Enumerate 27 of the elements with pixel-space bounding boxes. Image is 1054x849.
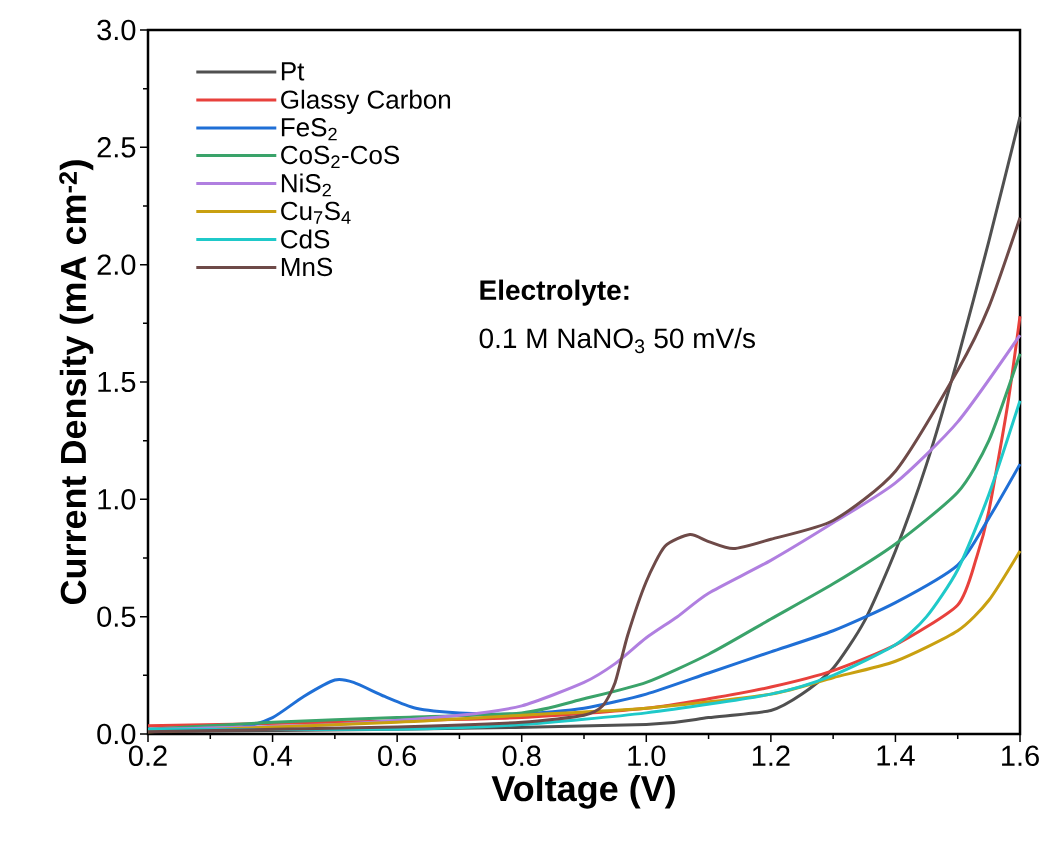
annotation: Electrolyte: xyxy=(480,279,629,306)
x-tick-label: 0.4 xyxy=(253,745,292,767)
legend-label: Cu$_{7}$S$_{4}$ xyxy=(281,201,351,224)
x-tick-label: 0.6 xyxy=(378,745,417,767)
x-tick-label: 1.0 xyxy=(628,745,666,767)
y-tick-label: 1.5 xyxy=(98,371,136,393)
legend-label: NiS$_{2}$ xyxy=(281,173,331,197)
x-tick-label: 0.8 xyxy=(502,745,541,767)
x-axis-title: Voltage (V) xyxy=(491,774,675,809)
legend-label: MnS xyxy=(281,257,333,277)
y-tick-label: 2.5 xyxy=(97,137,136,158)
x-tick-label: 1.6 xyxy=(1002,745,1039,767)
x-tick-label: 1.4 xyxy=(877,745,915,766)
y-tick-label: 0.5 xyxy=(97,606,136,627)
x-tick-label: 0.2 xyxy=(128,745,167,767)
legend-label: Glassy Carbon xyxy=(281,89,451,114)
legend-label: CdS xyxy=(281,229,330,249)
legend-label: CoS$_{2}$-CoS xyxy=(281,145,400,169)
y-tick-label: 2.0 xyxy=(97,254,136,275)
y-tick-label: 1.0 xyxy=(98,489,136,510)
annotation: 0.1 M NaNO$_{3}$ 50 mV/s xyxy=(479,327,755,354)
legend-label: FeS$_{2}$ xyxy=(281,118,337,141)
y-tick-label: 0.0 xyxy=(97,723,136,745)
y-tick-label: 3.0 xyxy=(97,19,136,41)
legend-label: Pt xyxy=(281,62,305,81)
x-tick-label: 1.2 xyxy=(752,745,790,766)
y-axis-title: Current Density (mA cm$^{-2}$) xyxy=(59,160,94,605)
